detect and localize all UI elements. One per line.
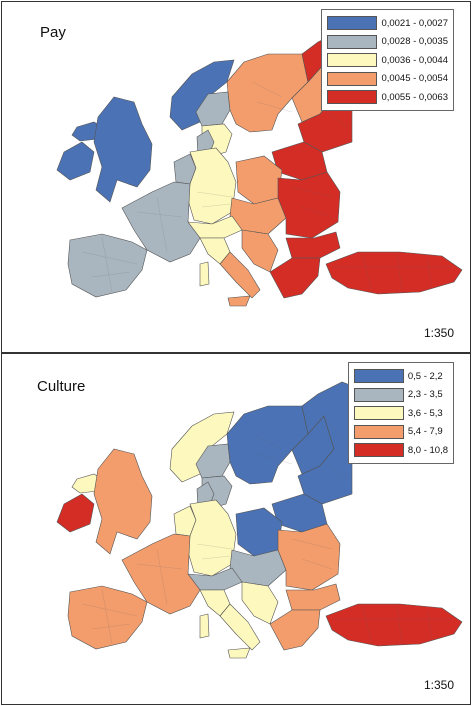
legend-item: 0,0055 - 0,0063: [327, 88, 448, 107]
region-balkans: [241, 229, 279, 273]
map-scale: 1:350: [423, 326, 454, 340]
legend-item: 2,3 - 3,5: [353, 386, 448, 405]
region-iberia: [67, 585, 148, 650]
region-sweden: [226, 53, 309, 133]
legend-swatch: [327, 90, 378, 105]
legend-label: 0,0021 - 0,0027: [381, 17, 448, 29]
region-romania: [277, 523, 341, 591]
map-legend: 0,0021 - 0,0027 0,0028 - 0,0035 0,0036 -…: [321, 9, 454, 111]
legend-item: 0,0028 - 0,0035: [327, 33, 448, 52]
legend-swatch: [353, 406, 404, 421]
legend-item: 0,5 - 2,2: [353, 367, 448, 386]
legend-swatch: [353, 369, 404, 384]
region-turkey: [325, 603, 463, 647]
map-panel-pay: Pay 0,0021 - 0,0027 0,0028 - 0,0035 0,00…: [1, 1, 471, 353]
legend-item: 5,4 - 7,9: [353, 423, 448, 442]
region-sardinia: [199, 261, 210, 287]
legend-swatch: [353, 443, 404, 458]
legend-label: 0,0055 - 0,0063: [381, 91, 448, 103]
region-south-italy: [219, 603, 261, 651]
region-greece: [269, 609, 321, 651]
legend-label: 0,0028 - 0,0035: [381, 36, 448, 48]
map-panel-culture: Culture 0,5 - 2,2 2,3 - 3,5 3,6 - 5,3 5,…: [1, 353, 471, 705]
region-ireland: [56, 493, 95, 533]
region-boundary-lines: [81, 413, 452, 645]
map-title: Culture: [37, 378, 86, 395]
europe-map-culture: [56, 381, 463, 659]
region-turkey: [325, 251, 463, 295]
region-germany: [187, 147, 237, 225]
map-legend: 0,5 - 2,2 2,3 - 3,5 3,6 - 5,3 5,4 - 7,9 …: [347, 362, 454, 464]
legend-label: 5,4 - 7,9: [407, 426, 443, 438]
region-sweden: [226, 405, 309, 485]
legend-item: 0,0036 - 0,0044: [327, 51, 448, 70]
region-sicily: [227, 647, 251, 659]
legend-label: 3,6 - 5,3: [407, 407, 443, 419]
map-title: Pay: [40, 24, 66, 41]
region-greece: [269, 257, 321, 299]
legend-label: 2,3 - 3,5: [407, 389, 443, 401]
region-south-italy: [219, 251, 261, 299]
legend-item: 8,0 - 10,8: [353, 441, 448, 460]
region-balkans: [241, 581, 279, 625]
map-scale: 1:350: [423, 678, 454, 692]
legend-label: 0,5 - 2,2: [407, 370, 443, 382]
legend-item: 0,0021 - 0,0027: [327, 14, 448, 33]
region-germany: [187, 499, 237, 577]
region-romania: [277, 171, 341, 239]
legend-label: 8,0 - 10,8: [407, 444, 448, 456]
legend-swatch: [327, 71, 378, 86]
region-great-britain: [93, 96, 153, 203]
region-sicily: [227, 295, 251, 307]
region-great-britain: [93, 448, 153, 555]
legend-swatch: [353, 387, 404, 402]
legend-label: 0,0045 - 0,0054: [381, 73, 448, 85]
legend-swatch: [327, 34, 378, 49]
legend-swatch: [353, 424, 404, 439]
region-sardinia: [199, 613, 210, 639]
legend-item: 0,0045 - 0,0054: [327, 70, 448, 89]
region-iberia: [67, 233, 148, 298]
region-ireland: [56, 141, 95, 181]
legend-swatch: [327, 16, 378, 31]
legend-item: 3,6 - 5,3: [353, 404, 448, 423]
legend-label: 0,0036 - 0,0044: [381, 54, 448, 66]
legend-swatch: [327, 53, 378, 68]
